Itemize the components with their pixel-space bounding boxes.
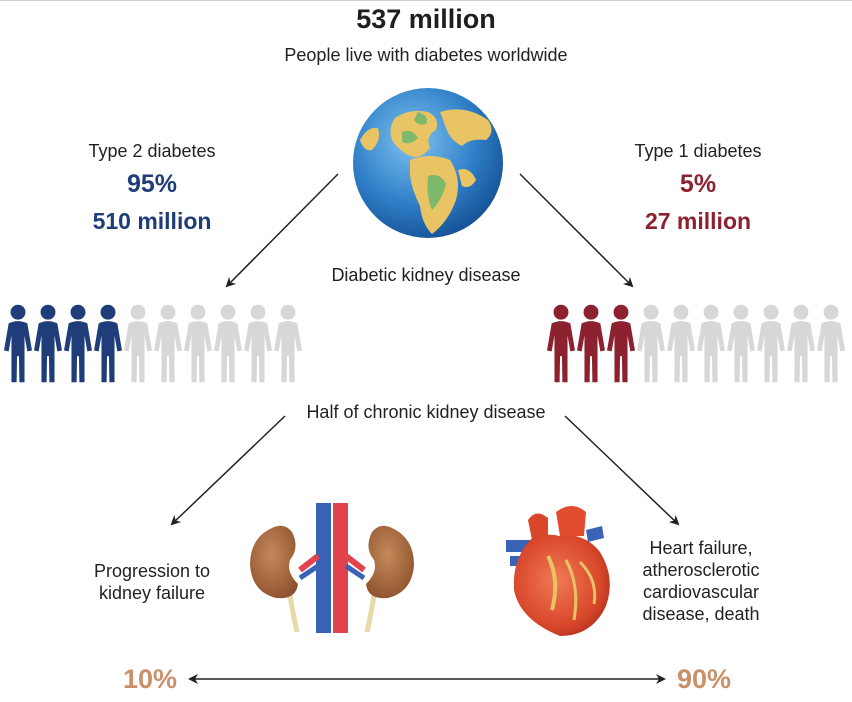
type2-percent: 95% [126,170,178,198]
person-icon-affected [34,304,62,383]
type2-people-row [4,304,302,383]
heart-outcome-line: disease, death [642,604,760,624]
kidney-icon [250,503,414,633]
type1-people-row [547,304,845,383]
heart-icon [506,506,610,636]
person-icon [787,304,815,383]
total-diabetes-count: 537 million [356,4,496,34]
total-diabetes-caption: People live with diabetes worldwide [284,45,568,65]
person-icon-affected [94,304,122,383]
person-icon [244,304,272,383]
heart-outcome-line: atherosclerotic [642,560,760,580]
person-icon [214,304,242,383]
arrow-icon [564,415,680,526]
person-icon [637,304,665,383]
person-icon [274,304,302,383]
globe-icon [353,88,503,238]
person-icon-affected [64,304,92,383]
type1-percent: 5% [679,170,717,198]
person-icon [184,304,212,383]
person-icon-affected [577,304,605,383]
arrow-icon [519,173,634,288]
arrow-icon [225,173,339,288]
dkd-label: Diabetic kidney disease [331,265,521,285]
heart-outcome-line: cardiovascular [642,582,760,602]
ckd-label: Half of chronic kidney disease [306,402,546,422]
person-icon-affected [4,304,32,383]
kidney-outcome-line: Progression to [93,561,211,581]
kidney-outcome-percent: 10% [122,664,178,694]
type1-label: Type 1 diabetes [634,141,762,161]
type1-count: 27 million [644,208,752,234]
person-icon [154,304,182,383]
heart-outcome-text: Heart failure, atherosclerotic cardiovas… [616,537,786,625]
person-icon-affected [607,304,635,383]
person-icon [124,304,152,383]
arrow-icon [170,415,286,526]
type2-label: Type 2 diabetes [88,141,216,161]
kidney-outcome-text: Progression to kidney failure [62,560,242,604]
heart-outcome-percent: 90% [676,664,732,694]
type2-count: 510 million [92,208,212,234]
person-icon [757,304,785,383]
person-icon [667,304,695,383]
kidney-outcome-line: kidney failure [98,583,206,603]
person-icon-affected [547,304,575,383]
person-icon [727,304,755,383]
top-divider [0,0,852,1]
heart-outcome-line: Heart failure, [649,538,753,558]
person-icon [817,304,845,383]
person-icon [697,304,725,383]
